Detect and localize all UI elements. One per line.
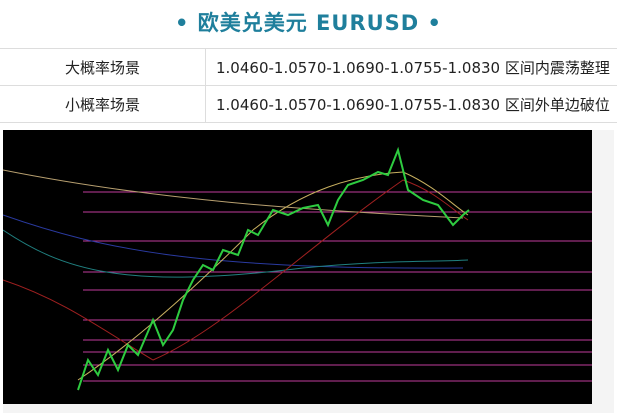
date-axis-strip (3, 404, 614, 413)
moving-average (3, 179, 469, 361)
table-row: 大概率场景 1.0460-1.0570-1.0690-1.0755-1.0830… (0, 48, 617, 86)
scenario-range: 1.0460-1.0570-1.0690-1.0755-1.0830 区间内震荡… (205, 48, 617, 86)
price-axis-strip (592, 130, 614, 413)
scenario-range: 1.0460-1.0570-1.0690-1.0755-1.0830 区间外单边… (205, 85, 617, 123)
level-lines (83, 191, 592, 382)
table-row: 小概率场景 1.0460-1.0570-1.0690-1.0755-1.0830… (0, 85, 617, 123)
scenario-name: 小概率场景 (0, 85, 206, 123)
scenario-table: 大概率场景 1.0460-1.0570-1.0690-1.0755-1.0830… (0, 48, 617, 123)
moving-average (3, 214, 464, 269)
price-path (77, 146, 470, 391)
price-chart-image (3, 130, 614, 413)
moving-average (3, 169, 464, 219)
scenario-name: 大概率场景 (0, 48, 206, 86)
moving-average (77, 171, 469, 381)
moving-average (3, 229, 469, 278)
page-title: • 欧美兑美元 EURUSD • (175, 11, 442, 35)
